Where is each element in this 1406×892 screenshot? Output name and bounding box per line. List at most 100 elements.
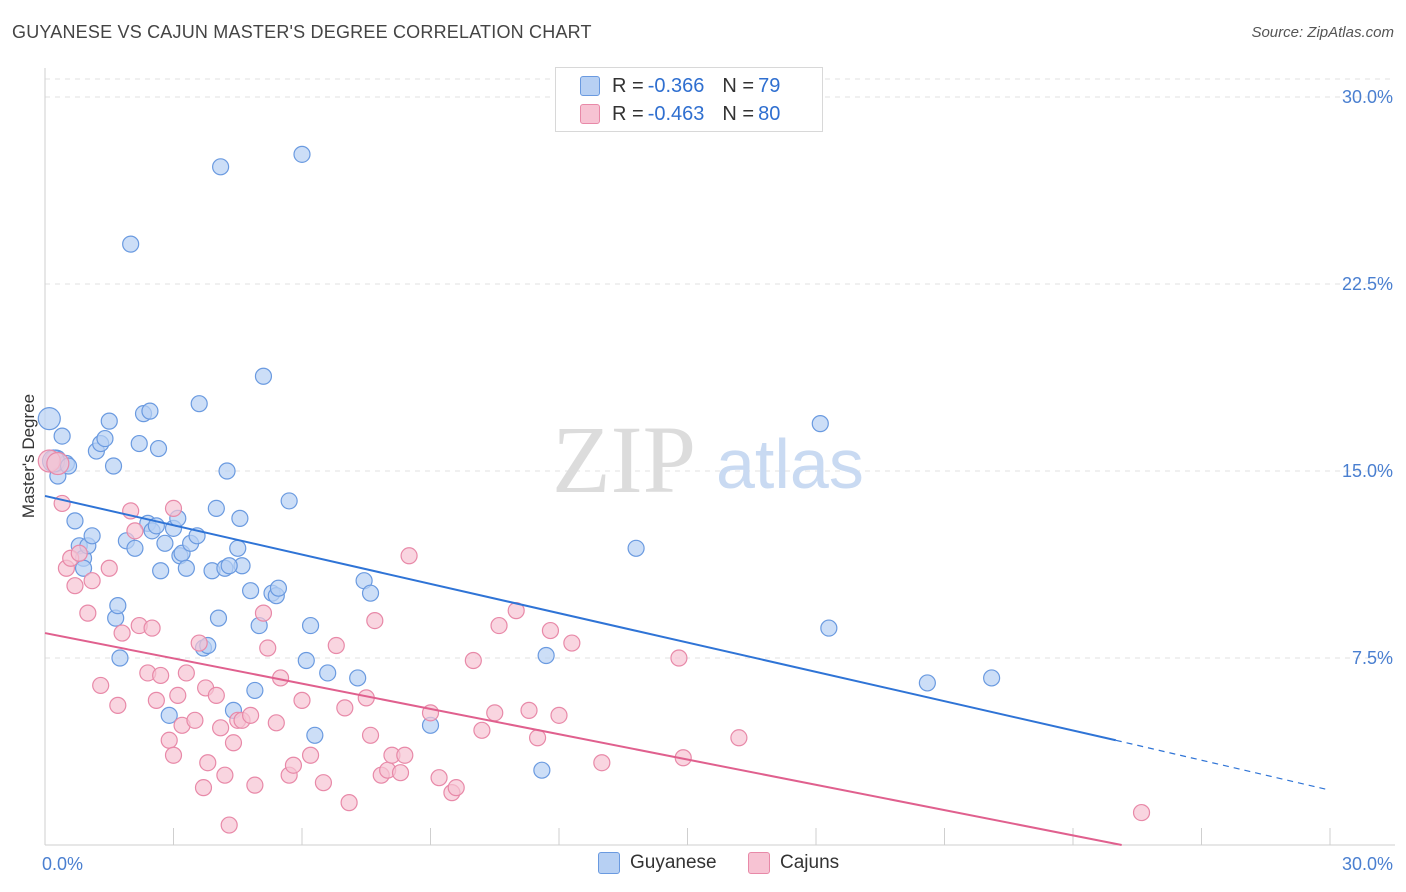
guyanese-point [811, 415, 829, 433]
cajuns-point [563, 634, 581, 652]
cajuns-point [79, 604, 97, 622]
cajuns-point [520, 701, 538, 719]
cajuns-point [113, 624, 131, 642]
cajuns-point [246, 776, 264, 794]
legend-item-cajuns[interactable]: Cajuns [748, 852, 839, 874]
guyanese-point [537, 646, 555, 665]
points-layer [37, 145, 1151, 834]
guyanese-point [177, 559, 195, 577]
guyanese-point [533, 761, 551, 779]
cajuns-point [550, 706, 568, 724]
watermark-atlas-text: atlas [716, 425, 864, 503]
cajuns-point [1132, 803, 1151, 822]
cajuns-point [92, 676, 110, 695]
guyanese-point [220, 557, 238, 575]
cajuns-point [400, 547, 418, 565]
cajuns-point [160, 731, 178, 749]
cajuns-point [177, 664, 195, 682]
legend-n-label: N = [722, 102, 755, 125]
cajuns-legend-label: Cajuns [780, 852, 840, 873]
stats-legend: R = -0.366 N = 79 R = -0.463 N = 80 [555, 67, 823, 132]
guyanese-point [361, 584, 380, 602]
guyanese-point [627, 539, 645, 557]
guyanese-legend-swatch [598, 852, 620, 874]
cajuns-point [46, 451, 70, 476]
x-tick-label: 0.0% [42, 854, 83, 874]
x-tick-label: 30.0% [1342, 854, 1393, 874]
guyanese-point [104, 457, 123, 475]
guyanese-point [918, 674, 936, 692]
guyanese-point [293, 145, 311, 163]
cajuns-point [486, 704, 504, 722]
cajuns-point [336, 699, 354, 717]
cajuns-point [70, 544, 88, 562]
guyanese-swatch [580, 76, 600, 96]
source-credit: Source: ZipAtlas.com [1251, 24, 1394, 41]
guyanese-point [109, 597, 127, 615]
guyanese-point [37, 407, 61, 431]
cajuns-point [152, 666, 170, 685]
cajuns-point [164, 746, 183, 764]
cajuns-point [541, 621, 560, 640]
cajuns-point [126, 522, 144, 540]
cajuns-point [361, 726, 380, 744]
cajuns-point [83, 572, 101, 590]
legend-row-cajuns: R = -0.463 N = 80 [580, 101, 780, 127]
guyanese-point [66, 512, 84, 530]
guyanese-point [100, 412, 118, 430]
guyanese-point [297, 651, 315, 670]
cajuns-point [593, 754, 611, 772]
guyanese-point [254, 367, 273, 385]
guyanese-point [96, 429, 114, 448]
cajuns-point [186, 711, 204, 729]
cajuns-point [730, 729, 748, 747]
cajuns-point [190, 634, 208, 652]
watermark: ZIP atlas [552, 406, 864, 513]
cajuns-legend-swatch [748, 852, 770, 874]
guyanese-point [218, 462, 236, 480]
cajuns-point [143, 619, 161, 637]
guyanese-point [160, 706, 178, 724]
cajuns-point [199, 754, 217, 772]
cajuns-point [254, 604, 273, 622]
legend-r-label: R = [612, 74, 644, 97]
cajuns-point [147, 691, 165, 709]
cajuns-point [169, 686, 187, 705]
guyanese-point [319, 664, 337, 682]
cajuns-point [447, 779, 465, 797]
guyanese-point [207, 499, 225, 517]
guyanese-point [141, 402, 159, 420]
y-tick-label: 7.5% [1352, 648, 1393, 668]
legend-n-value: 80 [758, 102, 781, 125]
guyanese-point [306, 726, 324, 744]
cajuns-point [66, 577, 84, 595]
guyanese-point [229, 539, 247, 557]
cajuns-point [164, 499, 183, 517]
cajuns-point [194, 779, 213, 797]
legend-row-guyanese: R = -0.366 N = 79 [580, 73, 780, 99]
guyanese-point [301, 616, 320, 635]
cajuns-point [473, 721, 491, 739]
guyanese-point [130, 434, 148, 453]
guyanese-point [280, 492, 298, 510]
cajuns-point [490, 616, 508, 635]
guyanese-point [111, 649, 129, 667]
guyanese-point [242, 582, 260, 600]
legend-n-value: 79 [758, 74, 781, 97]
cajuns-point [220, 816, 238, 834]
cajuns-point [464, 651, 482, 670]
cajuns-point [100, 559, 118, 577]
cajuns-point [314, 774, 333, 792]
guyanese-point [269, 579, 288, 597]
cajuns-point [366, 611, 384, 630]
cajuns-point [301, 746, 320, 764]
guyanese-point [190, 395, 208, 413]
guyanese-point [246, 681, 264, 700]
guyanese-legend-label: Guyanese [630, 852, 717, 873]
legend-item-guyanese[interactable]: Guyanese [598, 852, 717, 874]
guyanese-point [156, 534, 174, 552]
cajuns-point [430, 769, 448, 787]
guyanese-point [983, 669, 1001, 687]
cajuns-point [391, 764, 410, 782]
